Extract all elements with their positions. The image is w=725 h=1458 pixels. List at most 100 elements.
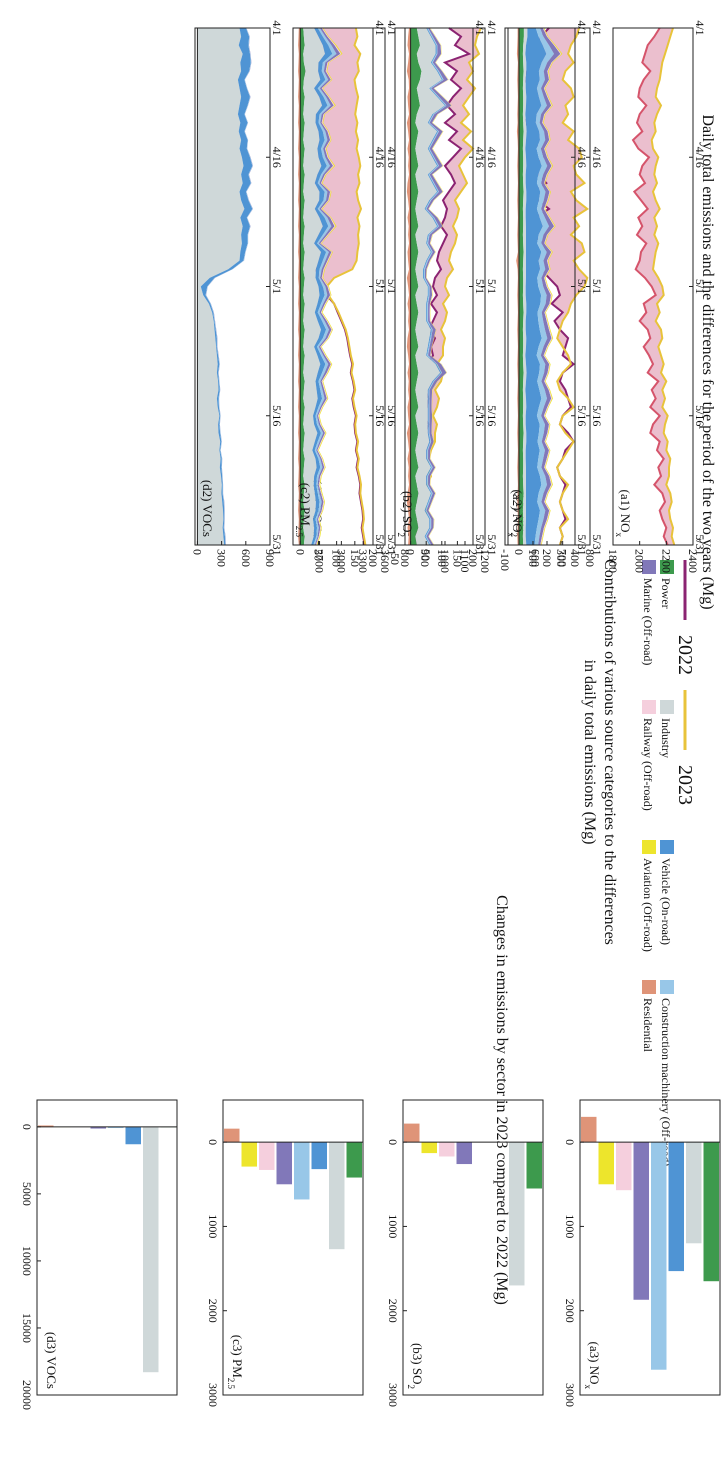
x-tick-label: 5/31	[473, 534, 487, 555]
y-tick-label: 100	[330, 549, 344, 567]
timeseries-title: Daily total emissions and the difference…	[699, 114, 716, 609]
panel-label: (c2) PM2.5	[294, 483, 313, 538]
x-tick-label: 5/31	[575, 534, 589, 555]
x-tick-label: 5/31	[485, 534, 499, 555]
stack-area	[410, 28, 422, 545]
contrib-title-line1: Contributions of various source categori…	[601, 559, 618, 945]
x-tick-label: 4/16	[693, 147, 707, 168]
sector-legend: Power Industry Vehicle (On-road) Constructi…	[641, 560, 674, 1166]
y-tick-label: -100	[498, 549, 512, 571]
bar	[526, 1142, 542, 1189]
x-tick-label: 3000	[563, 1383, 577, 1407]
y-tick-label: 400	[568, 549, 582, 567]
legend-swatch	[660, 560, 674, 574]
x-tick-label: 4/16	[385, 147, 399, 168]
x-tick-label: 5/1	[575, 279, 589, 294]
legend-swatch	[660, 840, 674, 854]
x-tick-label: 2000	[563, 1299, 577, 1323]
y-tick-label: 900	[418, 549, 432, 567]
bar	[329, 1142, 345, 1250]
y-tick-label: 0	[293, 549, 307, 555]
stack-area	[415, 28, 445, 545]
bar	[651, 1142, 667, 1370]
x-tick-label: 4/16	[373, 147, 387, 168]
legend-label: Residential	[641, 998, 655, 1053]
x-tick-label: 1000	[563, 1214, 577, 1238]
bar	[703, 1142, 719, 1282]
panel-label: (d3) VOCs	[44, 1332, 59, 1389]
stack-area	[311, 28, 333, 545]
y-tick-label: 900	[263, 549, 277, 567]
y-tick-label: 100	[526, 549, 540, 567]
stack-area	[406, 28, 411, 545]
legend-swatch	[642, 980, 656, 994]
x-tick-label: 5/16	[575, 405, 589, 426]
y-tick-label: 200	[366, 549, 380, 567]
x-tick-label: 4/16	[473, 147, 487, 168]
y-tick-label: 3000	[334, 549, 348, 573]
bar	[294, 1142, 310, 1200]
y-tick-label: 1800	[606, 549, 620, 573]
y-tick-label: 1200	[478, 549, 492, 573]
x-tick-label: 0	[206, 1139, 220, 1145]
x-tick-label: 0	[20, 1124, 34, 1130]
timeseries-panel: 4/1 4/16 5/1 5/16 5/31 1800 2000 2200 2400 (a1) N…	[606, 20, 707, 573]
x-tick-label: 5/1	[473, 279, 487, 294]
panel-label: (a3) NOx	[583, 1342, 602, 1390]
x-tick-label: 4/1	[575, 20, 589, 35]
legend-swatch	[642, 560, 656, 574]
bar	[686, 1142, 702, 1244]
x-tick-label: 5/1	[270, 279, 284, 294]
x-tick-label: 3000	[206, 1383, 220, 1407]
x-tick-label: 5/16	[385, 405, 399, 426]
x-tick-label: 2000	[206, 1299, 220, 1323]
x-tick-label: 5/1	[693, 279, 707, 294]
contribution-panel: 4/1 4/16 5/1 5/16 5/31 0 50 100 150 200 (c2) PM2.5	[292, 20, 387, 567]
x-tick-label: 5/16	[485, 405, 499, 426]
y-tick-label: 0	[512, 549, 526, 555]
x-tick-label: 5/16	[373, 405, 387, 426]
bar	[276, 1142, 292, 1185]
stack-area	[197, 28, 245, 545]
x-tick-label: 4/16	[590, 147, 604, 168]
x-tick-label: 5/1	[373, 279, 387, 294]
legend-label: Industry	[659, 718, 673, 758]
x-tick-label: 10000	[20, 1246, 34, 1276]
x-tick-label: 5/31	[270, 534, 284, 555]
y-tick-label: 2000	[633, 549, 647, 573]
y-tick-label: 0	[404, 549, 418, 555]
bar	[456, 1142, 472, 1165]
bar	[581, 1116, 597, 1143]
legend-label: Railway (Off-road)	[641, 718, 655, 811]
y-tick-label: 2200	[659, 549, 673, 573]
stack-area	[298, 28, 301, 545]
bar	[421, 1142, 437, 1154]
contribution-panel: 4/1 4/16 5/1 5/16 5/31 -50 0 50 100 150 200 (b2) SO…	[388, 20, 487, 567]
plot-frame	[402, 1099, 544, 1396]
y-tick-label: 800	[583, 549, 597, 567]
stack-area	[313, 28, 337, 545]
x-tick-label: 5/1	[485, 279, 499, 294]
bar-panel: 0 1000 2000 3000 (a3) NOx	[563, 1099, 721, 1407]
contrib-title-line2: in daily total emissions (Mg)	[581, 660, 598, 845]
difference-fill	[633, 28, 675, 545]
y-tick-label: 3300	[356, 549, 370, 573]
bar	[668, 1142, 684, 1272]
y-tick-label: 800	[398, 549, 412, 567]
series-2022-line	[631, 27, 669, 546]
bar	[241, 1142, 257, 1167]
series-2023-line	[556, 27, 590, 546]
panel-label: (d2) VOCs	[200, 480, 215, 537]
bar-panel: 0 1000 2000 3000 (c3) PM2.5	[206, 1099, 364, 1407]
bar-panel: 0 5000 10000 15000 20000 (d3) VOCs	[20, 1099, 178, 1410]
stack-area	[522, 28, 528, 545]
bar	[346, 1142, 362, 1178]
y-tick-label: 150	[348, 549, 362, 567]
x-tick-label: 5000	[20, 1182, 34, 1206]
plot-frame	[36, 1099, 178, 1396]
bar	[404, 1123, 420, 1143]
bar	[224, 1128, 240, 1143]
y-tick-label: 300	[215, 549, 229, 567]
